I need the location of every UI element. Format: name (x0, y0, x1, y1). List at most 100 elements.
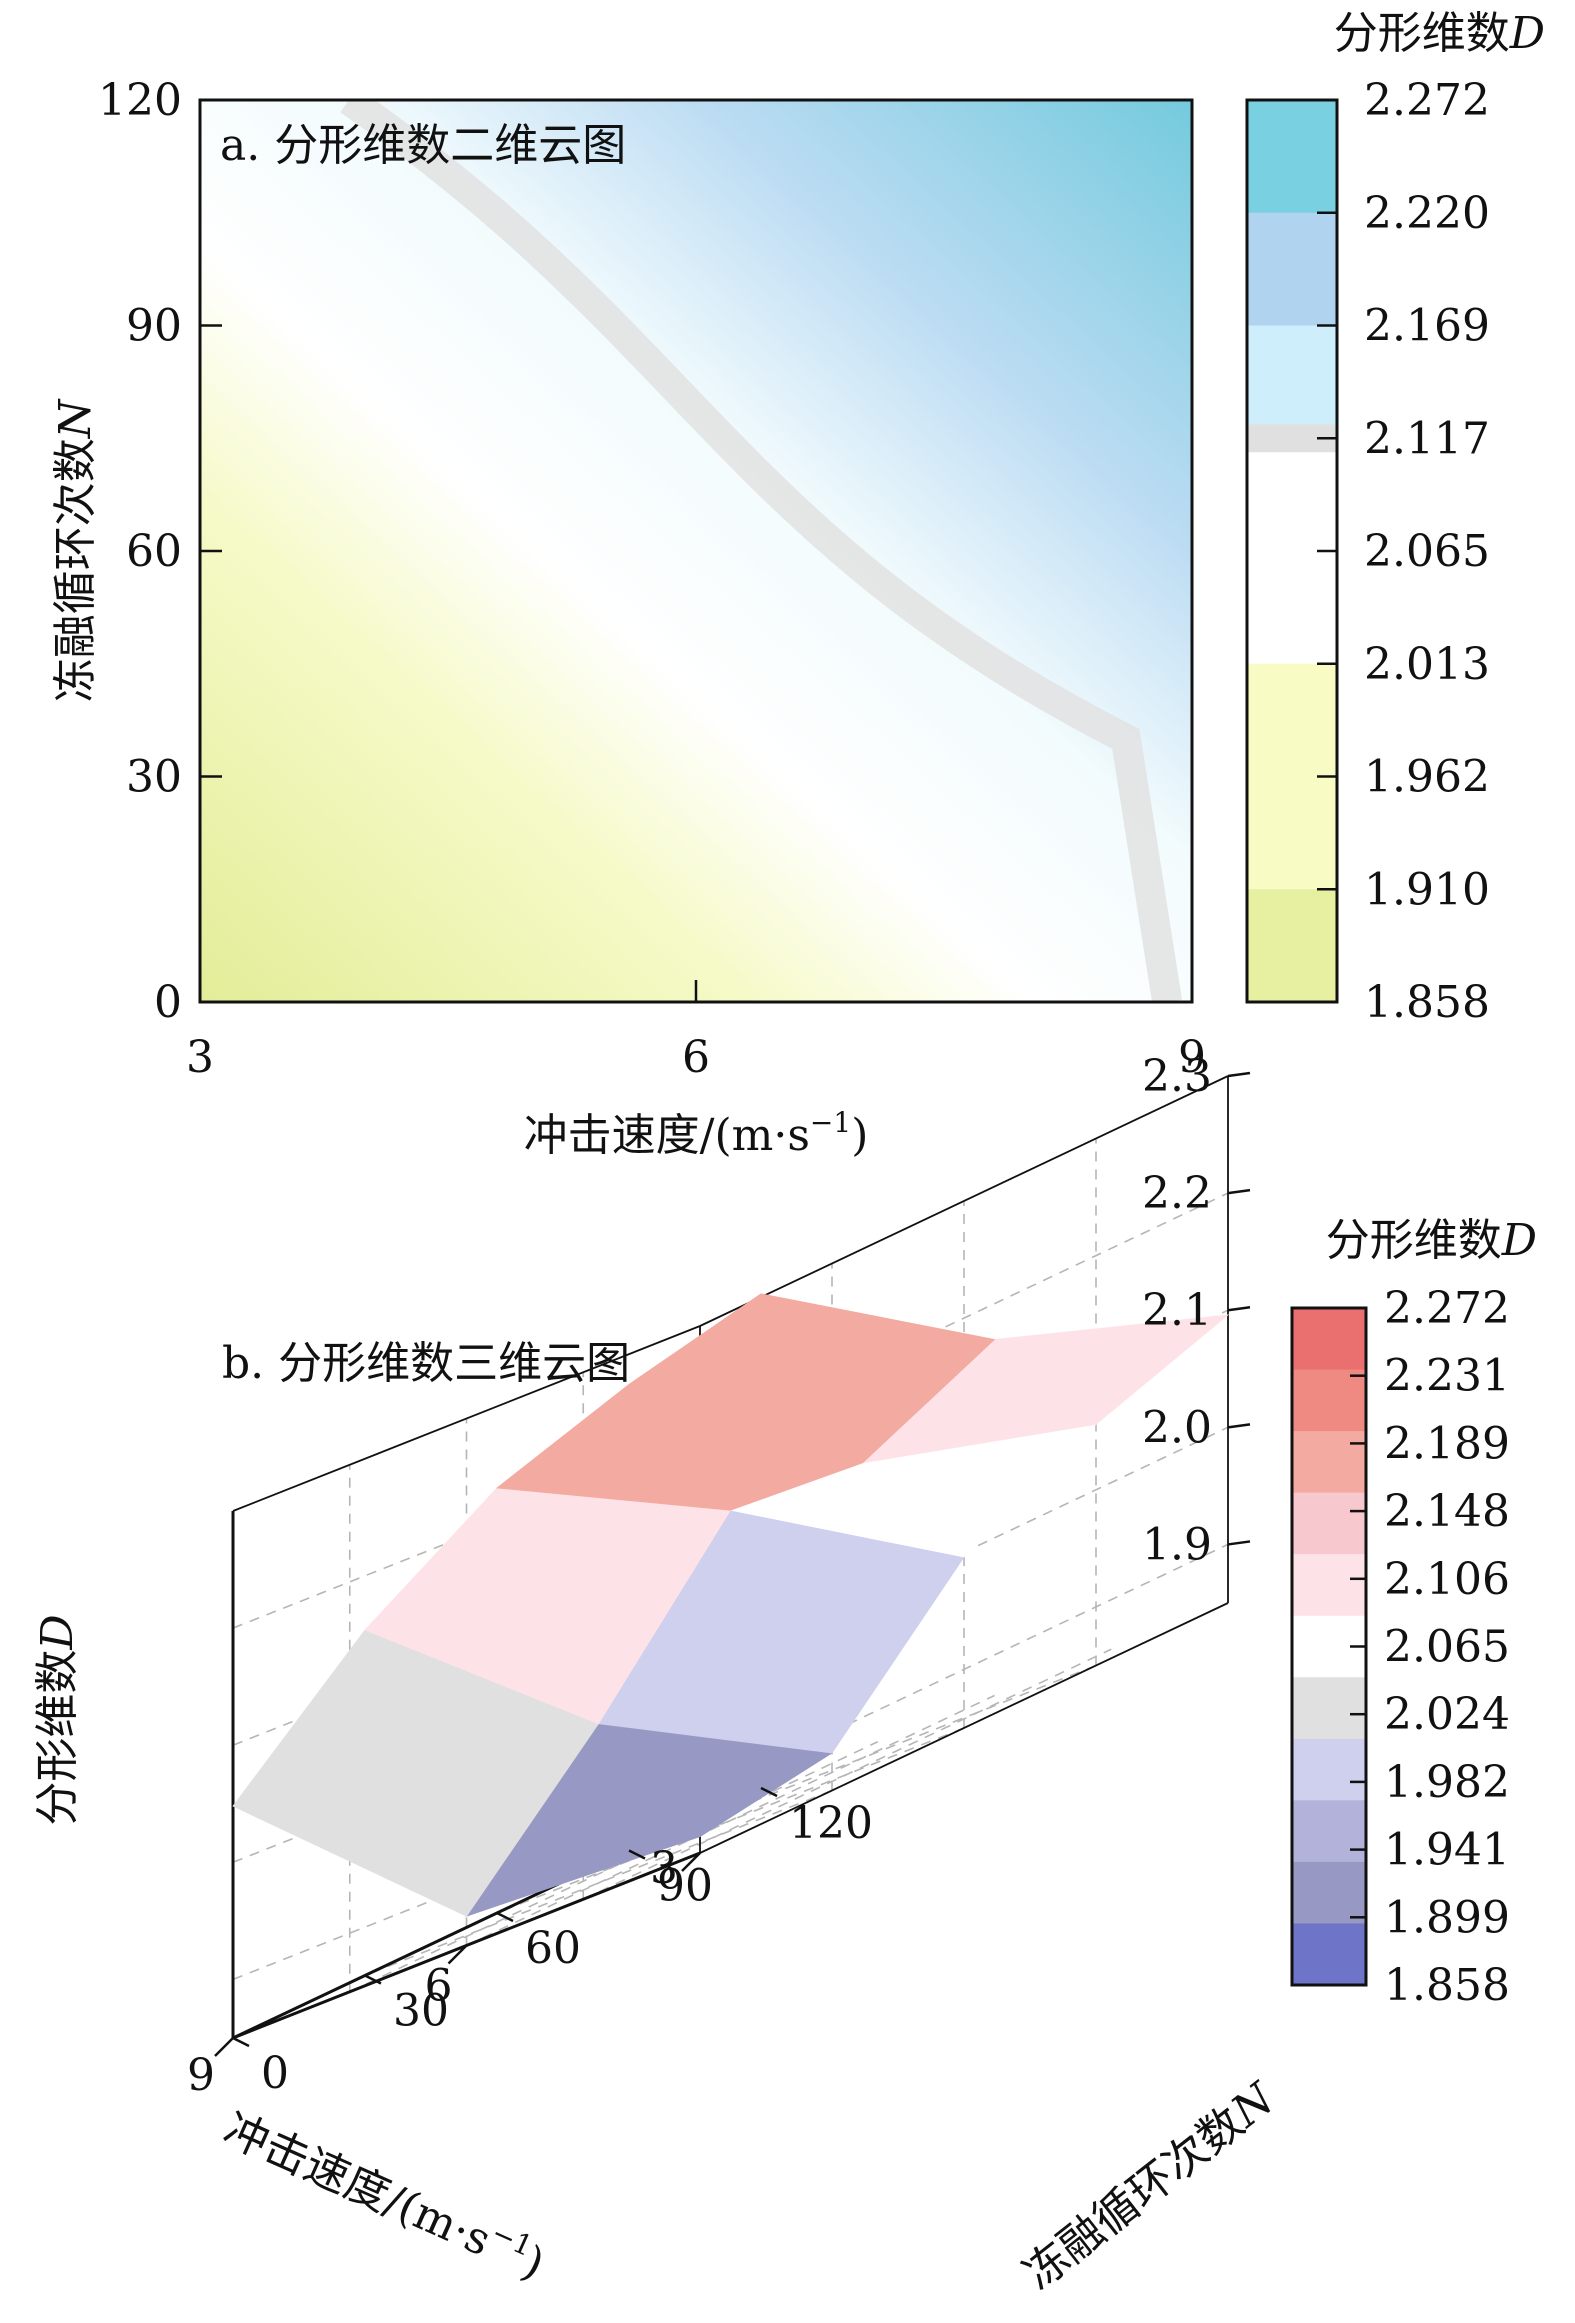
y-tick-label: 0 (154, 977, 182, 1028)
y-axis-label-a: 冻融循环次数N (50, 398, 101, 702)
grid-line-x-floor (466, 1694, 995, 1947)
x-tick-label-b: 6 (425, 1961, 453, 2012)
panel-b-title: b. 分形维数三维云图 (222, 1338, 630, 1389)
contour-field (200, 100, 1192, 1002)
y-tick-mark-b (232, 2036, 250, 2048)
colorbar-frame-b (1290, 1306, 1368, 1987)
colorbar-segment (1247, 438, 1337, 552)
colorbar-segment-b (1292, 1308, 1366, 1371)
colorbar-segment-b (1292, 1923, 1366, 1986)
colorbar-tick-label-b: 1.982 (1384, 1757, 1510, 1808)
y-axis-label-b: 冻融循环次数N (1014, 2072, 1285, 2299)
colorbar-segment-b (1292, 1369, 1366, 1432)
grid-line-y-floor (364, 1789, 833, 1977)
box-edge (232, 1325, 701, 1512)
colorbar-segment-b (1292, 1800, 1366, 1863)
y-tick-label-b: 30 (393, 1986, 449, 2037)
colorbar-segment-b (1292, 1431, 1366, 1494)
x-tick-label-b: 9 (187, 2050, 215, 2101)
x-tick-mark-b (214, 2037, 234, 2057)
y-tick-label-b: 60 (525, 1923, 581, 1974)
colorbar-tick-label-b: 2.231 (1384, 1351, 1510, 1402)
z-tick-mark (1227, 1305, 1251, 1312)
colorbar-tick-label: 1.910 (1364, 864, 1490, 915)
x-tick-mark-b (681, 1852, 701, 1872)
grid-line-z (232, 1192, 1229, 1629)
colorbar-tick-label-b: 1.899 (1384, 1892, 1510, 1943)
z-tick-mark (1227, 1188, 1251, 1195)
z-tick-label: 2.2 (1142, 1168, 1212, 1219)
colorbar-segment-b (1292, 1738, 1366, 1801)
y-tick-label-b: 90 (657, 1861, 713, 1912)
y-tick-mark-b (760, 1786, 778, 1798)
contour-band-2117 (340, 100, 1183, 1002)
colorbar-segment (1247, 212, 1337, 326)
colorbar-tick-label-b: 2.065 (1384, 1622, 1510, 1673)
colorbar-tick-label: 1.858 (1364, 977, 1490, 1028)
colorbar-tick-label: 1.962 (1364, 752, 1490, 803)
colorbar-segment (1247, 100, 1337, 214)
y-tick-label-b: 0 (261, 2048, 289, 2099)
y-tick-mark-b (364, 1974, 382, 1985)
grid-line-x-floor (582, 1648, 1112, 1900)
z-tick-mark (1227, 1540, 1251, 1546)
grid-line-y-floor (496, 1727, 965, 1914)
grid-line-z (232, 1543, 1229, 1981)
colorbar-tick-label-b: 1.941 (1384, 1825, 1510, 1876)
surface-3d (232, 1293, 1230, 1917)
panel-a-title: a. 分形维数二维云图 (220, 120, 626, 171)
contour-fill (200, 100, 1192, 1002)
colorbar-tick-label-b: 1.858 (1384, 1960, 1510, 2011)
box-edge (699, 1075, 1229, 1327)
x-tick-label-b: 3 (650, 1843, 678, 1894)
colorbar-tick-label: 2.169 (1364, 301, 1490, 352)
colorbar-frame-a (1245, 98, 1339, 1004)
colorbar-tick-label-b: 2.189 (1384, 1418, 1510, 1469)
surface-patch (628, 1293, 996, 1464)
colorbar-tick-label: 2.013 (1364, 639, 1490, 690)
colorbar-a: 2.272 2.220 2.169 2.117 2.065 2.013 1.962 1.910… (1247, 75, 1490, 1028)
y-tick-label: 60 (126, 526, 182, 577)
x-tick-label: 6 (682, 1032, 710, 1083)
x-tick-label: 9 (1178, 1032, 1206, 1083)
colorbar-tick-label-b: 2.148 (1384, 1486, 1510, 1537)
z-tick-label: 2.0 (1142, 1402, 1212, 1453)
colorbar-tick-label-b: 2.024 (1384, 1689, 1510, 1740)
colorbar-tick-label: 2.272 (1364, 75, 1490, 126)
grid-line-x-floor (349, 1741, 879, 1993)
colorbar-segment (1247, 551, 1337, 665)
x-tick-label: 3 (186, 1032, 214, 1083)
colorbar-segment-b (1292, 1861, 1366, 1924)
colorbar-segment (1247, 663, 1337, 777)
z-axis-label-b: 分形维数D (32, 1614, 83, 1825)
colorbar-tick-label: 2.117 (1364, 413, 1490, 464)
colorbar-segment-b (1292, 1677, 1366, 1740)
colorbar-title-b: 分形维数D (1326, 1215, 1537, 1266)
axis-ticks-b: 1.9 2.0 2.1 2.2 2.3 3 6 9 0 30 60 90 120 (187, 1051, 1251, 2101)
z-tick-mark (1227, 1423, 1251, 1429)
colorbar-segment-b (1292, 1554, 1366, 1617)
colorbar-segment (1247, 889, 1337, 1003)
surface-panel-b: 1.9 2.0 2.1 2.2 2.3 3 6 9 0 30 60 90 120 b. 分形维数三维云图… (32, 1051, 1537, 2300)
colorbar-tick-label-b: 2.272 (1384, 1283, 1510, 1334)
colorbar-segment (1247, 325, 1337, 439)
x-axis-label-b: 冲击速度/(m·s−1) (216, 2100, 553, 2290)
colorbar-segment (1247, 776, 1337, 890)
colorbar-b: 2.272 2.231 2.189 2.148 2.106 2.065 2.024 1.982… (1292, 1283, 1510, 2011)
colorbar-tick-label: 2.065 (1364, 526, 1490, 577)
z-tick-label: 2.1 (1142, 1285, 1212, 1336)
z-tick-mark (1227, 1071, 1251, 1078)
z-tick-label: 1.9 (1142, 1519, 1212, 1570)
z-tick-label: 2.3 (1142, 1051, 1212, 1102)
colorbar-segment-b (1292, 1492, 1366, 1555)
y-tick-mark-b (496, 1911, 514, 1923)
colorbar-title-a: 分形维数D (1334, 8, 1545, 59)
y-tick-label-b: 120 (789, 1798, 873, 1849)
x-tick-mark-b (447, 1944, 468, 1965)
y-tick-label: 30 (126, 752, 182, 803)
colorbar-tick-label-b: 2.106 (1384, 1554, 1510, 1605)
y-tick-label: 90 (126, 301, 182, 352)
